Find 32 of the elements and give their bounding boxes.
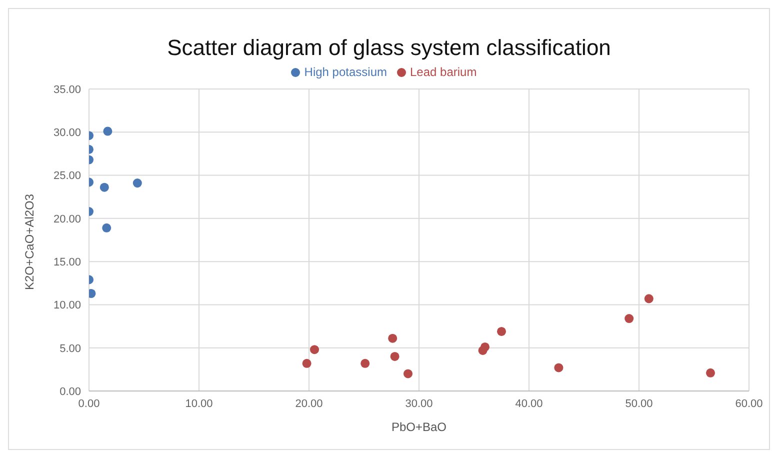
y-tick-label: 10.00 bbox=[53, 300, 81, 312]
point bbox=[360, 358, 370, 368]
y-tick-label: 0.00 bbox=[60, 386, 81, 398]
legend-label: Lead barium bbox=[410, 65, 477, 79]
chart-title: Scatter diagram of glass system classification bbox=[166, 34, 612, 61]
point bbox=[554, 363, 564, 372]
point bbox=[403, 369, 413, 378]
y-tick-label: 20.00 bbox=[53, 213, 81, 226]
x-tick-label: 10.00 bbox=[185, 398, 213, 410]
legend-label: High potassium bbox=[304, 65, 387, 79]
point bbox=[302, 358, 312, 368]
point bbox=[496, 326, 506, 336]
x-tick-label: 50.00 bbox=[625, 398, 653, 410]
y-tick-label: 25.00 bbox=[53, 170, 81, 182]
x-tick-label: 30.00 bbox=[405, 398, 433, 410]
y-axis-title: K2O+CaO+Al2O3 bbox=[22, 194, 36, 290]
x-tick-label: 60.00 bbox=[735, 398, 763, 410]
x-axis-title: PbO+BaO bbox=[391, 420, 447, 434]
point bbox=[706, 368, 716, 378]
point bbox=[310, 345, 320, 354]
point bbox=[388, 334, 398, 343]
point bbox=[644, 294, 654, 304]
x-tick-label: 0.00 bbox=[78, 398, 100, 410]
point bbox=[624, 314, 634, 324]
y-tick-label: 30.00 bbox=[53, 127, 81, 140]
y-tick-label: 35.00 bbox=[53, 84, 81, 96]
y-tick-label: 5.00 bbox=[60, 342, 81, 355]
point bbox=[480, 342, 490, 352]
point bbox=[390, 352, 400, 361]
x-tick-label: 40.00 bbox=[515, 398, 543, 410]
x-tick-label: 20.00 bbox=[295, 398, 323, 410]
y-tick-label: 15.00 bbox=[53, 256, 81, 268]
